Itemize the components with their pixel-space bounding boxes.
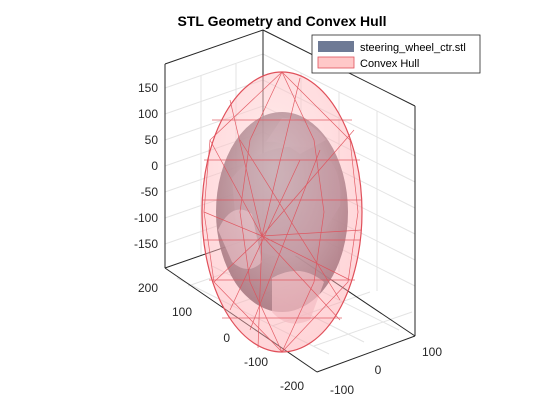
legend-swatch-mesh bbox=[318, 41, 354, 52]
x-tick-label: 100 bbox=[422, 345, 442, 359]
legend-label: steering_wheel_ctr.stl bbox=[360, 42, 466, 54]
y-tick-label: -200 bbox=[280, 379, 304, 393]
y-axis-ticks: 200 100 0 -100 -200 bbox=[138, 281, 304, 393]
chart-title: STL Geometry and Convex Hull bbox=[177, 13, 386, 29]
y-tick-label: 100 bbox=[172, 305, 192, 319]
z-tick-label: 150 bbox=[138, 81, 158, 95]
z-tick-label: 0 bbox=[151, 159, 158, 173]
series-convex-hull bbox=[201, 71, 363, 353]
z-tick-label: 100 bbox=[138, 107, 158, 121]
y-tick-label: -100 bbox=[244, 355, 268, 369]
legend: steering_wheel_ctr.stl Convex Hull bbox=[311, 34, 481, 74]
x-axis-ticks: -100 0 100 bbox=[330, 345, 442, 397]
z-tick-label: -50 bbox=[141, 185, 159, 199]
legend-swatch-hull bbox=[317, 56, 355, 69]
z-tick-label: 50 bbox=[145, 133, 159, 147]
legend-label: Convex Hull bbox=[360, 58, 419, 70]
z-tick-label: -150 bbox=[134, 237, 158, 251]
y-tick-label: 0 bbox=[223, 331, 230, 345]
y-tick-label: 200 bbox=[138, 281, 158, 295]
x-tick-label: 0 bbox=[375, 363, 382, 377]
z-tick-label: -100 bbox=[134, 211, 158, 225]
z-axis-ticks: 150 100 50 0 -50 -100 -150 bbox=[134, 81, 158, 251]
x-tick-label: -100 bbox=[330, 383, 354, 397]
